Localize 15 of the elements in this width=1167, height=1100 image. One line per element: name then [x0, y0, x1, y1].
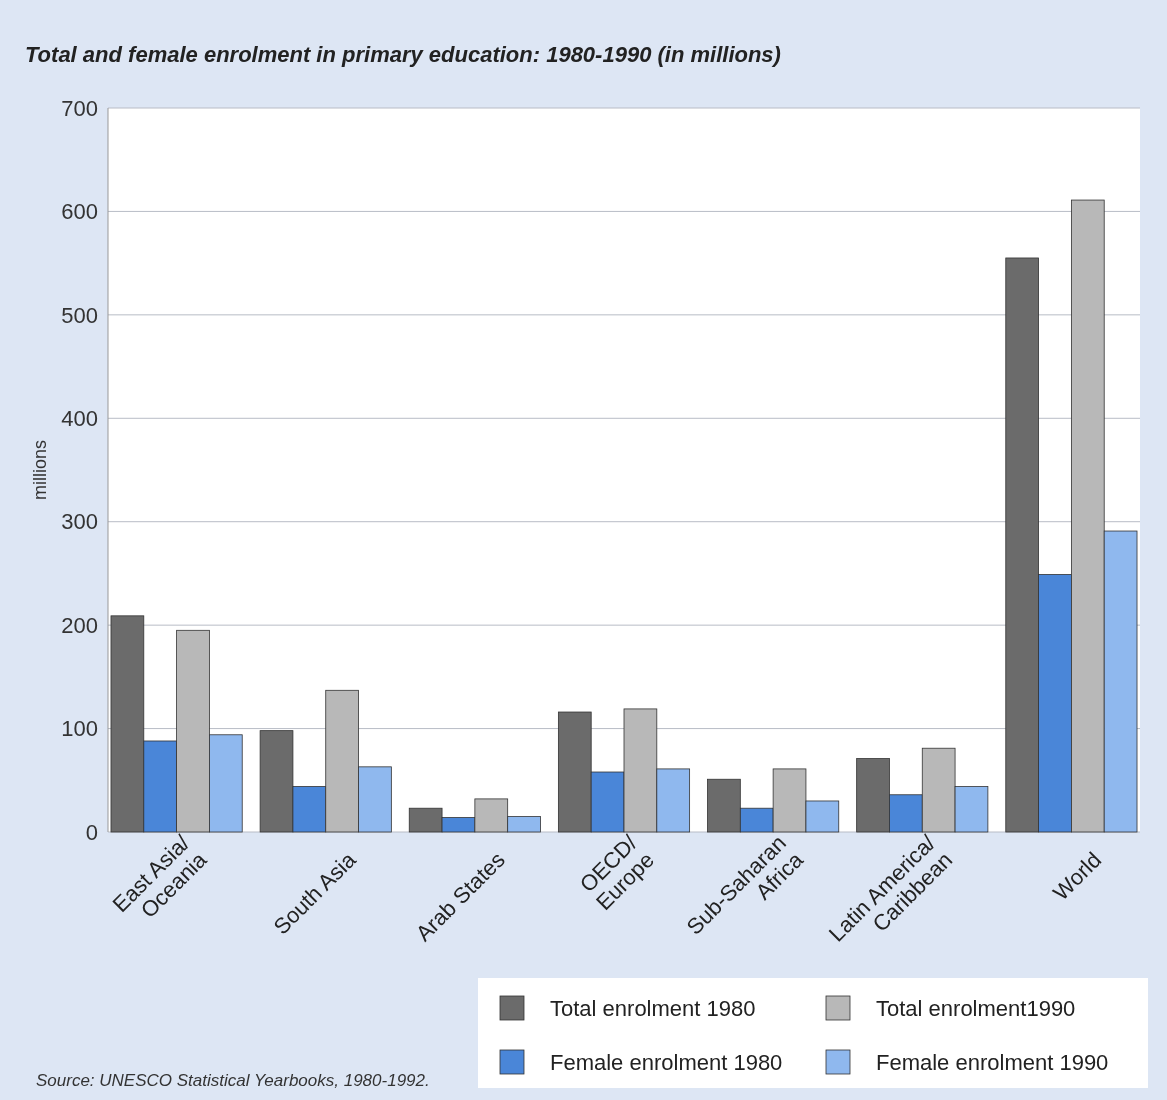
- y-tick-label: 600: [61, 199, 98, 225]
- legend-label: Female enrolment 1990: [876, 1049, 1109, 1075]
- y-axis-title: millions: [30, 439, 50, 501]
- y-tick-label: 400: [61, 405, 98, 431]
- source-note: Source: UNESCO Statistical Yearbooks, 1980-1992.: [36, 1071, 430, 1090]
- y-tick-label: 200: [61, 612, 98, 638]
- y-tick-label: 100: [61, 716, 98, 742]
- y-tick-label: 300: [61, 509, 98, 535]
- legend-label: Total enrolment1990: [876, 995, 1076, 1021]
- legend-label: Female enrolment 1980: [550, 1049, 783, 1075]
- y-tick-label: 700: [61, 95, 98, 121]
- chart-title: Total and female enrolment in primary education: 1980-1990 (in millions): [25, 42, 781, 67]
- y-tick-label: 500: [61, 302, 98, 328]
- y-tick-label: 0: [85, 819, 98, 845]
- legend-label: Total enrolment 1980: [550, 995, 756, 1021]
